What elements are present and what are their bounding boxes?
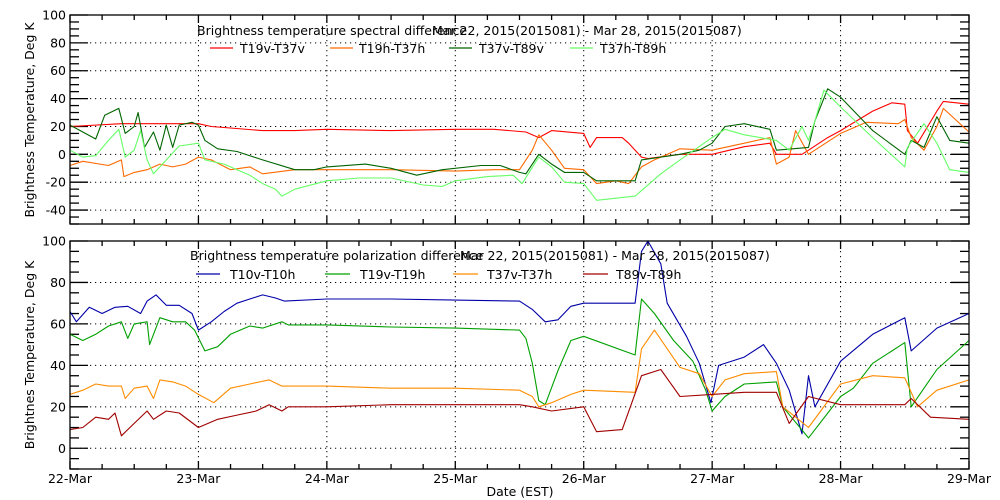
legend-label: T19h-T37h	[358, 41, 425, 56]
y-tick-label: 80	[50, 275, 66, 290]
y-tick-label: 80	[50, 35, 66, 50]
series-line-t19v-t19h	[69, 298, 970, 439]
series-layer	[69, 240, 970, 439]
axes-layer: 100 80 60 40 20 0 22-Mar 23-Mar 24-Mar 25-Mar 26-M…	[42, 234, 992, 487]
y-tick-label: -40	[46, 203, 66, 218]
y-tick-label: -20	[46, 175, 66, 190]
polarization-difference-plot: 100 80 60 40 20 0 22-Mar 23-Mar 24-Mar 25-Mar 26-M…	[22, 234, 992, 500]
spectral-difference-plot: 100 80 60 40 20 0 -20 -40 Brightness temperatur…	[22, 8, 970, 225]
x-tick-label: 24-Mar	[305, 471, 350, 486]
x-tick-label: 23-Mar	[176, 471, 221, 486]
plot-frame	[69, 14, 970, 225]
x-tick-label: 29-Mar	[947, 471, 992, 486]
y-tick-label: 0	[58, 147, 66, 162]
axes-layer: 100 80 60 40 20 0 -20 -40	[42, 8, 970, 225]
series-line-t89v-t89h	[69, 368, 970, 437]
y-tick-label: 100	[42, 234, 66, 249]
plot-date-range: Mar 22, 2015(2015081) - Mar 28, 2015(201…	[432, 23, 742, 38]
series-line-t37v-t37h	[69, 329, 970, 429]
y-tick-label: 40	[50, 358, 66, 373]
plot-title: Brightness temperature polarization diff…	[190, 248, 484, 263]
y-tick-label: 20	[50, 119, 66, 134]
y-tick-label: 20	[50, 399, 66, 414]
series-line-t19v-t37v	[69, 100, 970, 160]
x-tick-label: 27-Mar	[690, 471, 735, 486]
x-tick-label: 26-Mar	[562, 471, 607, 486]
y-tick-label: 60	[50, 63, 66, 78]
y-tick-label: 0	[58, 441, 66, 456]
x-axis-label: Date (EST)	[486, 484, 553, 499]
legend-label: T89v-T89h	[615, 267, 681, 282]
series-line-t37h-t89h	[69, 89, 970, 201]
series-line-t37v-t89v	[69, 88, 970, 182]
x-tick-label: 22-Mar	[48, 471, 93, 486]
plot-title: Brightness temperature spectral differen…	[197, 23, 467, 38]
legend-label: T19v-T19h	[359, 267, 425, 282]
plot-frame	[69, 240, 970, 470]
x-tick-label: 25-Mar	[433, 471, 478, 486]
legend: T10v-T10h T19v-T19h T37v-T37h T89v-T89h	[196, 267, 681, 282]
legend: T19v-T37v T19h-T37h T37v-T89v T37h-T89h	[210, 41, 666, 56]
y-tick-label: 100	[42, 8, 66, 23]
plot-date-range: Mar 22, 2015(2015081) - Mar 28, 2015(201…	[460, 248, 770, 263]
legend-label: T37h-T89h	[599, 41, 666, 56]
x-tick-label: 28-Mar	[819, 471, 864, 486]
legend-label: T19v-T37v	[239, 41, 306, 56]
series-layer	[69, 88, 970, 201]
y-axis-label: Brightnes Temperature, Deg K	[22, 260, 37, 449]
series-line-t19h-t37h	[69, 107, 970, 185]
legend-label: T37v-T89v	[478, 41, 545, 56]
legend-label: T10v-T10h	[229, 267, 295, 282]
legend-label: T37v-T37h	[486, 267, 552, 282]
y-tick-label: 60	[50, 316, 66, 331]
y-axis-label: Brightness Temperature, Deg K	[22, 22, 37, 218]
y-tick-label: 40	[50, 91, 66, 106]
